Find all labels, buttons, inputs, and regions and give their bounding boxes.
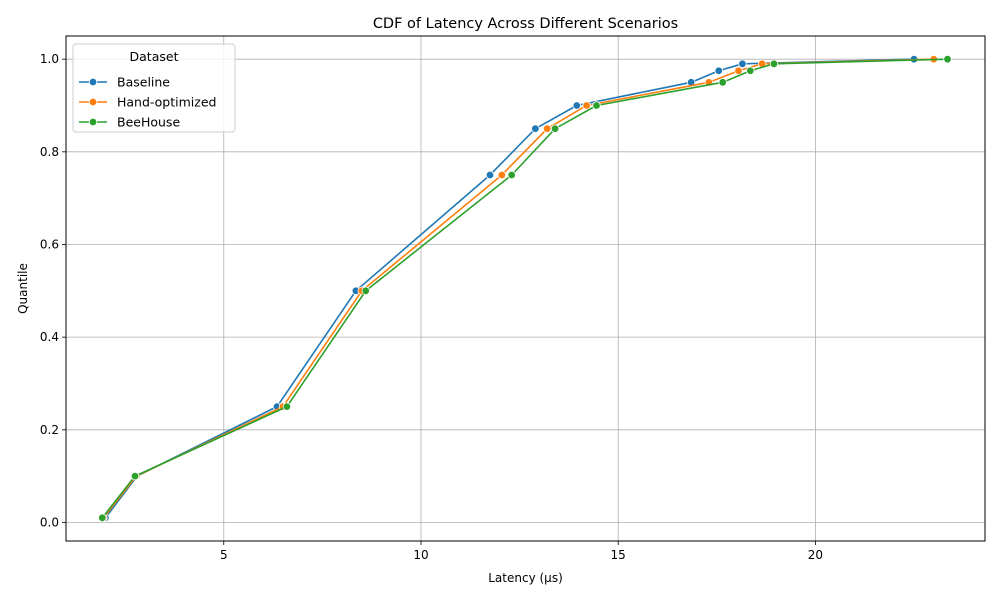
y-tick-label: 0.8 (40, 145, 59, 159)
data-point (592, 101, 601, 110)
data-point (714, 66, 723, 75)
data-point (485, 170, 495, 180)
y-axis-label: Quantile (16, 263, 30, 314)
legend: Dataset Baseline Hand-optimized BeeHouse (72, 43, 236, 133)
data-point (507, 170, 516, 180)
data-point (943, 54, 952, 64)
y-tick-label: 0.2 (40, 423, 59, 437)
legend-label: Baseline (117, 75, 170, 90)
x-axis-label: Latency (µs) (488, 571, 563, 585)
legend-label: Hand-optimized (117, 95, 216, 110)
data-point (738, 59, 747, 68)
data-point (98, 513, 107, 523)
x-tick-label: 20 (808, 548, 823, 562)
data-point (550, 124, 560, 133)
y-tick-label: 0.4 (40, 330, 59, 344)
legend-entry: Hand-optimized (79, 95, 216, 110)
data-point (130, 471, 140, 481)
series-layer (98, 54, 952, 523)
data-point (282, 402, 292, 411)
data-point (582, 101, 591, 110)
y-tick-label: 0.6 (40, 237, 59, 251)
data-point (542, 124, 552, 133)
x-tick-label: 10 (413, 548, 428, 562)
data-point (531, 124, 540, 133)
data-point (572, 101, 581, 110)
plot-frame (65, 35, 986, 542)
x-tick-label: 15 (611, 548, 626, 562)
legend-marker (88, 77, 98, 87)
legend-box (72, 43, 236, 133)
data-point (769, 59, 779, 68)
ticks: 5 10 15 20 0.0 0.2 0.4 0.6 0.8 1.0 (40, 52, 823, 562)
y-tick-label: 1.0 (40, 52, 59, 66)
chart-title: CDF of Latency Across Different Scenario… (373, 16, 678, 32)
y-tick-label: 0.0 (40, 515, 59, 529)
data-point (497, 170, 507, 180)
data-point (361, 286, 370, 296)
legend-label: BeeHouse (117, 115, 180, 130)
legend-marker (88, 97, 98, 107)
series-beehouse (98, 54, 952, 523)
data-point (746, 66, 755, 75)
x-tick-label: 5 (220, 548, 228, 562)
data-point (718, 78, 727, 87)
legend-marker (88, 117, 98, 127)
grid (66, 36, 985, 541)
legend-entry: BeeHouse (79, 115, 180, 130)
legend-entry: Baseline (79, 75, 170, 90)
legend-entries: Baseline Hand-optimized BeeHouse (79, 75, 216, 130)
legend-title: Dataset (130, 49, 179, 64)
data-point (734, 66, 743, 75)
